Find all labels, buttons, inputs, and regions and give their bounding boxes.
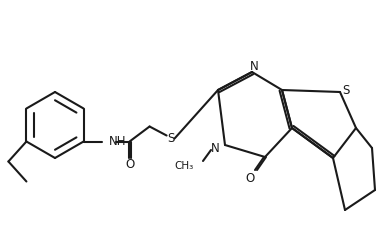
Text: O: O: [125, 158, 134, 171]
Text: CH₃: CH₃: [175, 161, 194, 171]
Text: O: O: [245, 173, 255, 185]
Text: S: S: [342, 83, 350, 96]
Text: N: N: [250, 60, 258, 72]
Text: NH: NH: [108, 135, 126, 148]
Text: S: S: [167, 132, 174, 145]
Text: N: N: [211, 142, 219, 155]
